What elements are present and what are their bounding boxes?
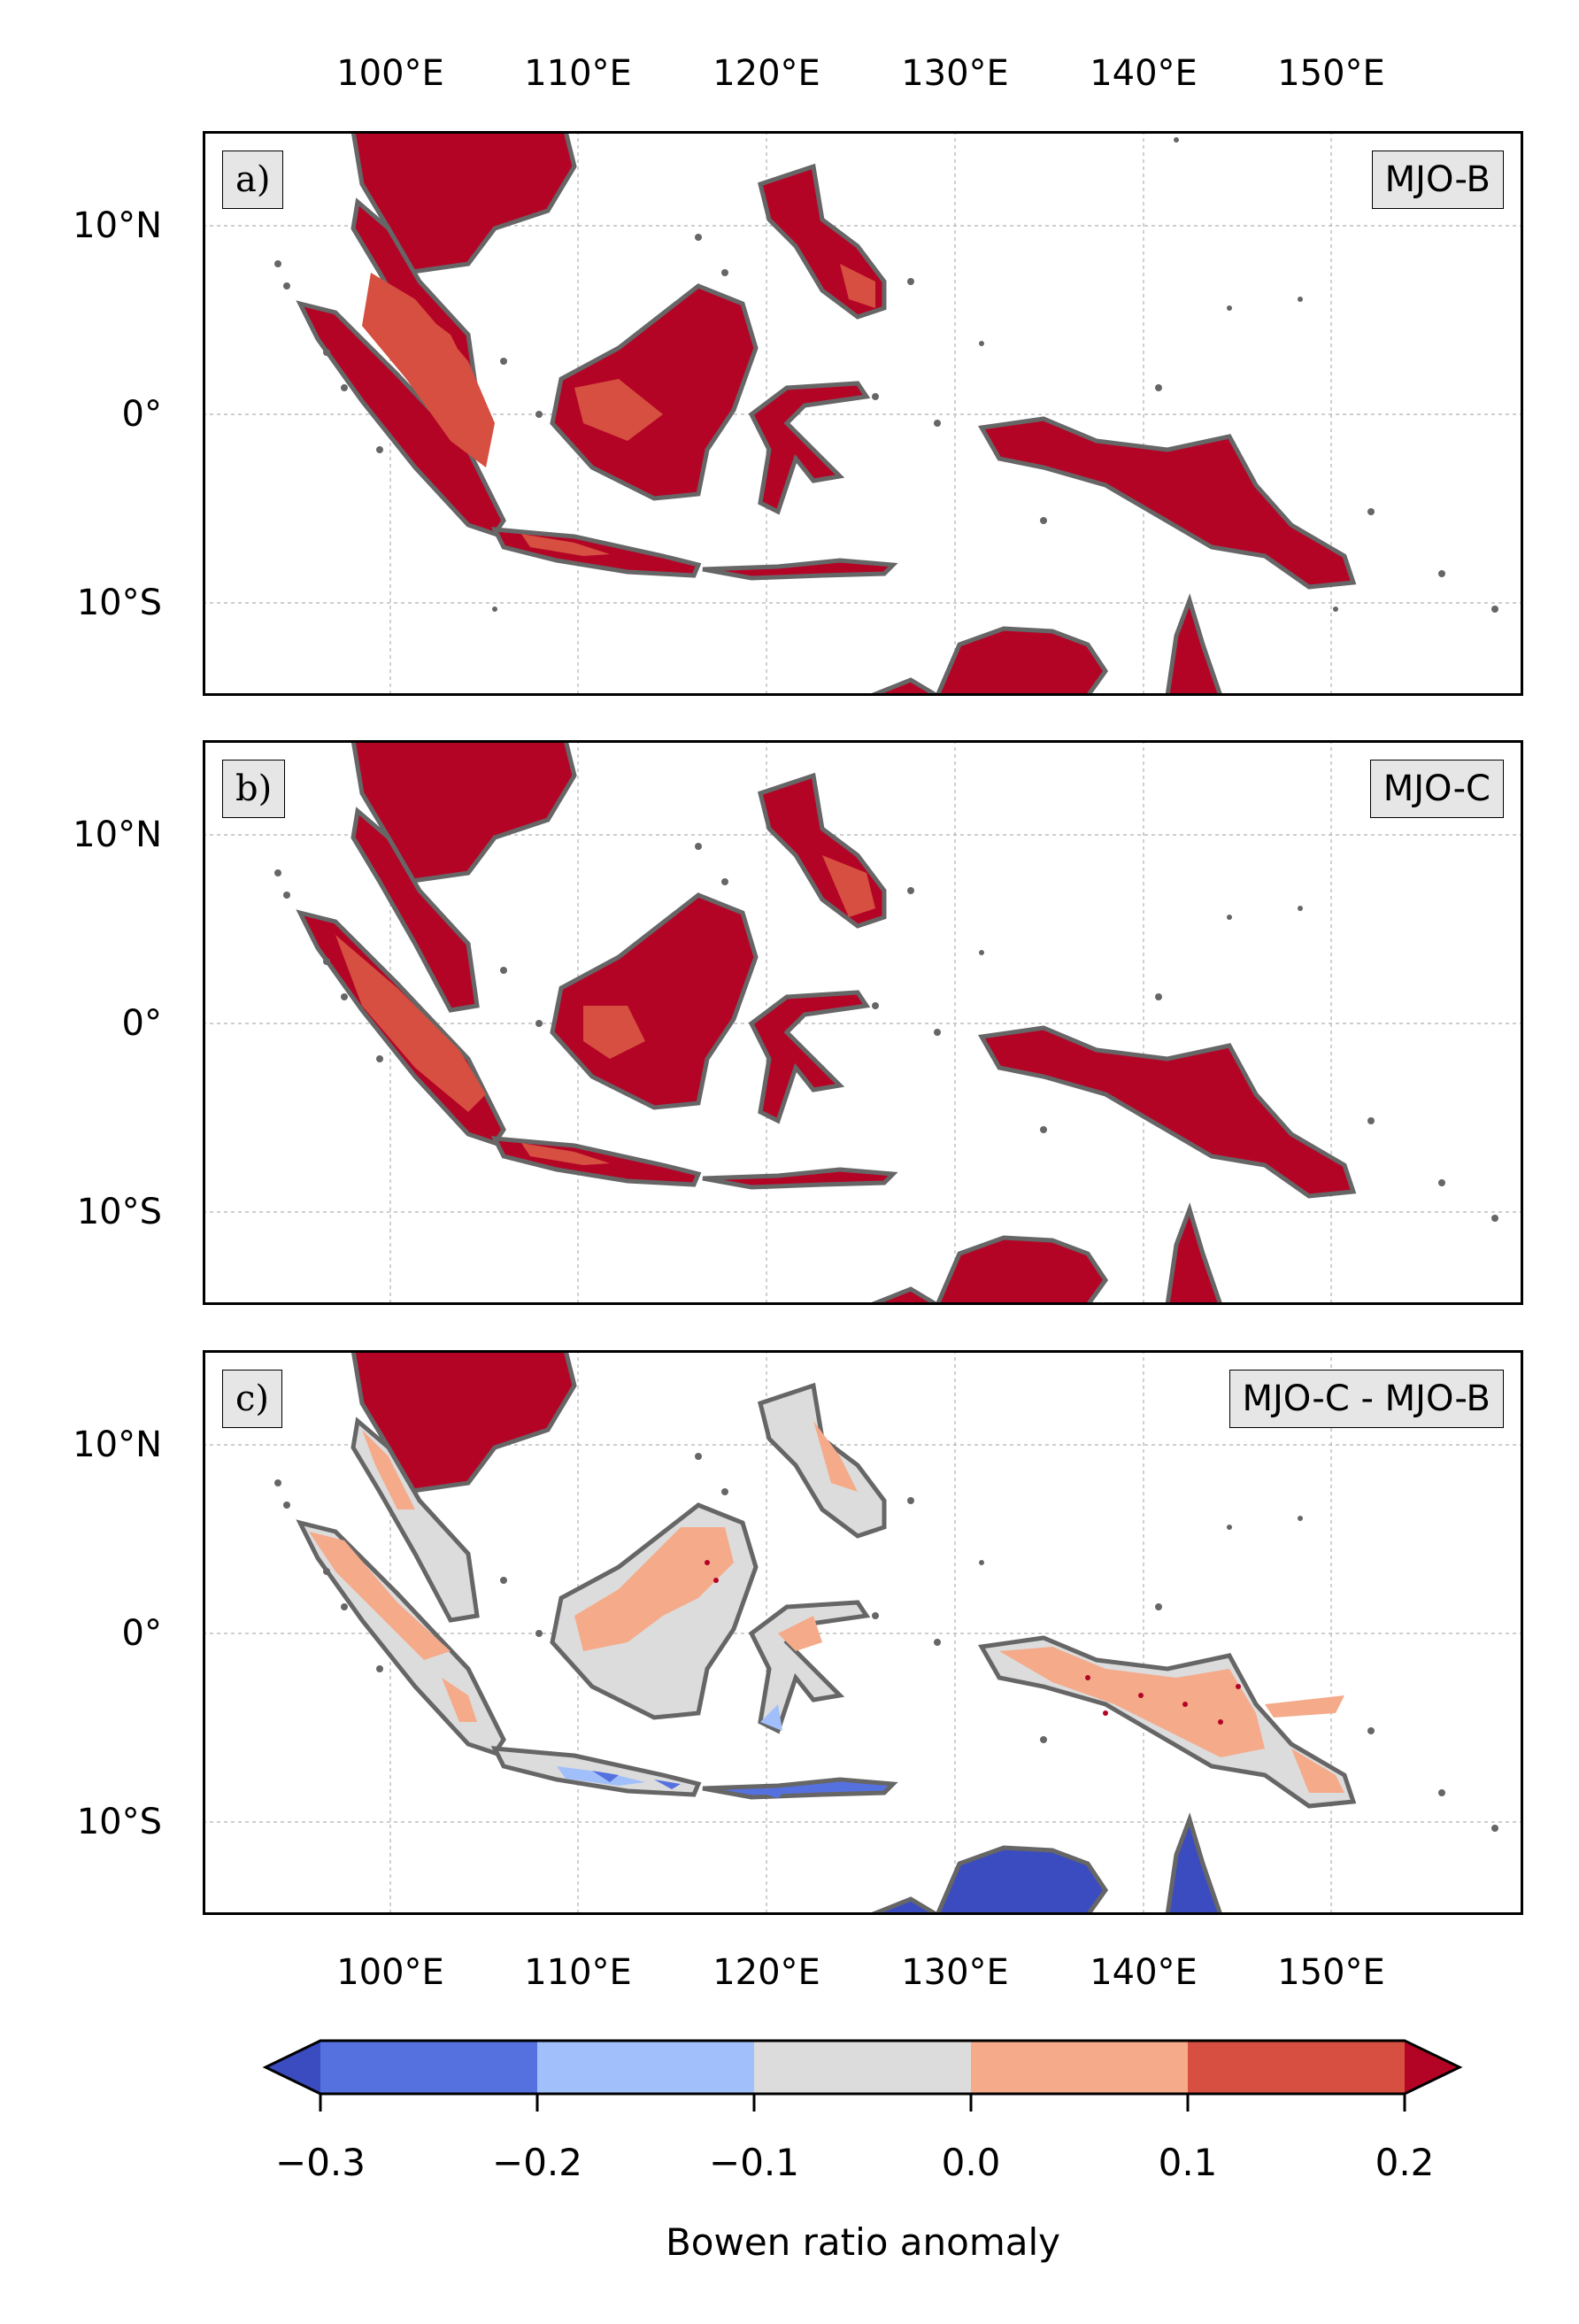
lon-tick-label: 140°E — [1090, 1952, 1198, 1993]
map-panel-a: a) MJO-B — [203, 131, 1523, 696]
colorbar-under-arrow — [266, 2041, 320, 2094]
panel-letter: a) — [222, 151, 284, 209]
colorbar-tick-label: 0.0 — [941, 2141, 1001, 2184]
colorbar-tick-label: −0.3 — [275, 2141, 366, 2184]
small-islands — [274, 137, 1498, 613]
small-islands — [274, 843, 1498, 1222]
lat-tick-label: 10°N — [73, 1425, 162, 1465]
map-c-canvas — [203, 1350, 1523, 1915]
lon-tick-label: 140°E — [1090, 53, 1198, 94]
lon-tick-label: 110°E — [524, 53, 632, 94]
panel-title: MJO-C — [1369, 760, 1504, 818]
colorbar-tick-label: 0.2 — [1375, 2141, 1435, 2184]
panel-frame — [203, 131, 1523, 696]
map-panel-b: b) MJO-C — [203, 740, 1523, 1305]
anomaly-patches — [335, 855, 875, 1165]
lat-tick-label: 0° — [121, 1613, 162, 1654]
map-b-canvas — [203, 740, 1523, 1305]
positive-anomaly-patches — [309, 1421, 1344, 1793]
lat-tick-label: 0° — [121, 1003, 162, 1044]
colorbar-segment — [320, 2041, 537, 2094]
anomaly-patches — [362, 264, 875, 556]
lat-tick-label: 10°S — [76, 1192, 162, 1232]
colorbar-over-arrow — [1405, 2041, 1460, 2094]
colorbar-segment — [537, 2041, 754, 2094]
colorbar-segment — [971, 2041, 1188, 2094]
lon-tick-label: 130°E — [901, 1952, 1009, 1993]
lon-tick-label: 100°E — [336, 1952, 444, 1993]
lon-tick-label: 100°E — [336, 53, 444, 94]
colorbar-tick-label: −0.2 — [492, 2141, 582, 2184]
lat-tick-label: 10°N — [73, 815, 162, 855]
panel-title: MJO-C - MJO-B — [1229, 1370, 1504, 1428]
lon-tick-label: 130°E — [901, 53, 1009, 94]
lat-tick-label: 10°S — [76, 583, 162, 623]
panel-letter: c) — [222, 1370, 283, 1428]
lon-tick-label: 110°E — [524, 1952, 632, 1993]
panel-letter: b) — [222, 760, 286, 818]
strong-negative-patches — [592, 1771, 787, 1798]
colorbar-tick-label: 0.1 — [1158, 2141, 1218, 2184]
panel-title: MJO-B — [1371, 151, 1504, 209]
colorbar-label: Bowen ratio anomaly — [665, 2220, 1061, 2264]
small-islands — [274, 1453, 1498, 1832]
lon-tick-label: 150°E — [1277, 53, 1385, 94]
map-a-canvas — [203, 131, 1523, 696]
panel-frame — [203, 740, 1523, 1305]
lat-tick-label: 10°S — [76, 1802, 162, 1842]
strong-positive-dots — [705, 1560, 1241, 1725]
colorbar — [262, 2039, 1463, 2112]
colorbar-ticks — [319, 2094, 1406, 2112]
lat-tick-label: 10°N — [73, 205, 162, 246]
lat-tick-label: 0° — [121, 394, 162, 435]
lon-tick-label: 120°E — [712, 1952, 820, 1993]
colorbar-tick-label: −0.1 — [709, 2141, 799, 2184]
lon-tick-label: 120°E — [712, 53, 820, 94]
lon-tick-label: 150°E — [1277, 1952, 1385, 1993]
map-panel-c: c) MJO-C - MJO-B — [203, 1350, 1523, 1915]
panel-frame — [203, 1350, 1523, 1915]
colorbar-segment — [1188, 2041, 1405, 2094]
colorbar-segment — [754, 2041, 971, 2094]
